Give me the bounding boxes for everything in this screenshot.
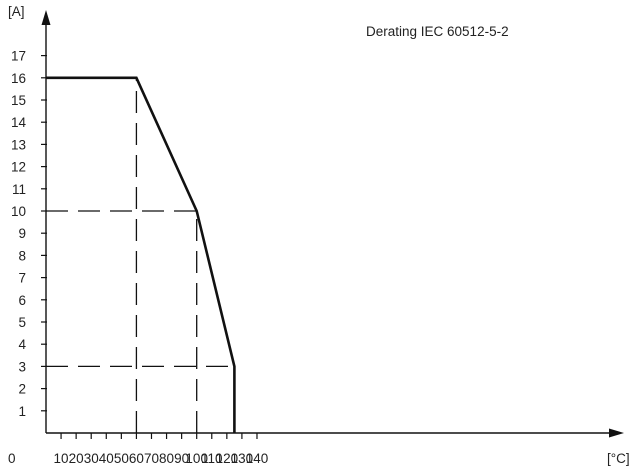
- y-axis-label: [A]: [8, 4, 25, 19]
- y-tick-label: 10: [11, 204, 26, 219]
- y-tick-label: 13: [11, 137, 26, 152]
- origin-label: 0: [8, 451, 16, 466]
- y-tick-label: 15: [11, 93, 26, 108]
- y-tick-label: 11: [12, 182, 26, 197]
- y-tick-label: 16: [11, 71, 26, 86]
- x-tick-label: 10: [54, 451, 69, 466]
- x-tick-label: 80: [159, 451, 174, 466]
- y-tick-label: 3: [18, 359, 26, 374]
- y-tick-label: 9: [18, 226, 26, 241]
- x-tick-label: 60: [129, 451, 144, 466]
- x-axis-arrow-icon: [609, 428, 624, 438]
- x-tick-label: 90: [174, 451, 189, 466]
- y-tick-label: 8: [18, 248, 26, 263]
- y-tick-label: 5: [18, 315, 26, 330]
- y-tick-label: 17: [11, 49, 26, 64]
- y-tick-label: 1: [18, 404, 26, 419]
- y-tick-label: 12: [11, 160, 26, 175]
- x-tick-label: 30: [84, 451, 99, 466]
- x-tick-label: 50: [114, 451, 129, 466]
- derating-curve: [46, 76, 236, 433]
- x-tick-label: 120: [216, 451, 239, 466]
- chart-title: Derating IEC 60512-5-2: [366, 24, 509, 39]
- x-tick-label: 140: [246, 451, 269, 466]
- axes: [41, 10, 624, 438]
- y-tick-label: 4: [18, 337, 26, 352]
- y-axis-arrow-icon: [41, 10, 51, 25]
- x-tick-label: 100: [185, 451, 208, 466]
- x-tick-label: 40: [99, 451, 114, 466]
- x-tick-label: 110: [201, 451, 223, 466]
- x-tick-label: 130: [231, 451, 254, 466]
- y-tick-label: 14: [11, 115, 27, 130]
- reference-lines: [46, 77, 235, 433]
- y-tick-label: 7: [18, 271, 26, 286]
- ticks: 10 20 30 40 50 60 70 80 901001101201301401234567…: [11, 49, 268, 466]
- x-tick-label: 70: [144, 451, 159, 466]
- x-axis-label: [°C]: [607, 451, 630, 466]
- y-tick-label: 6: [18, 293, 26, 308]
- y-tick-label: 2: [18, 382, 26, 397]
- x-tick-label: 20: [69, 451, 84, 466]
